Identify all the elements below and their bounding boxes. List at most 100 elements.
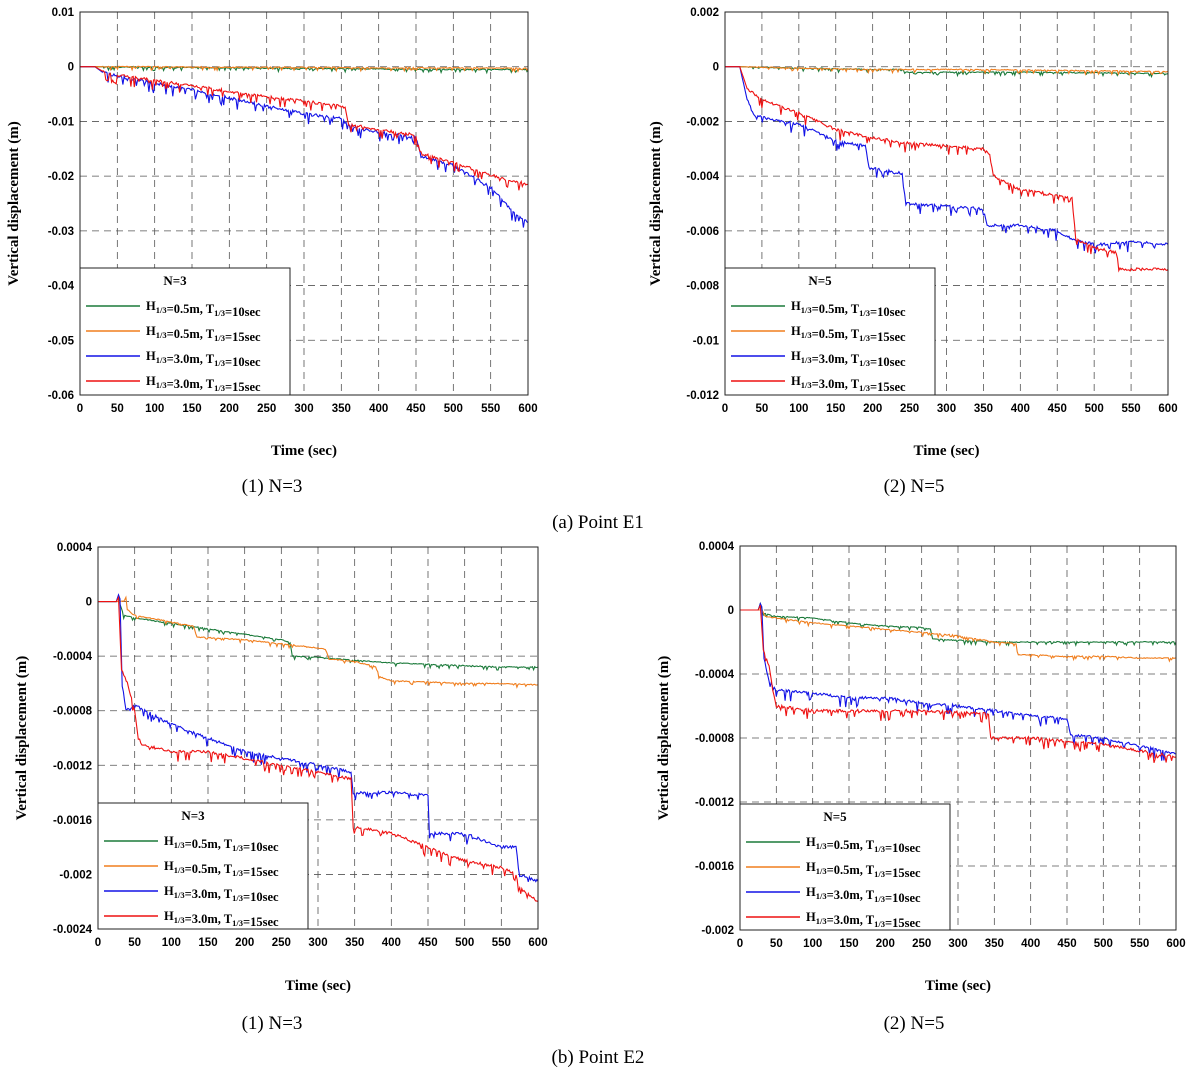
x-tick-label: 600	[1158, 403, 1177, 415]
y-tick-label: -0.01	[693, 335, 720, 347]
legend: N=3 H1/3=0.5m, T1/3=10sec H1/3=0.5m, T1/3=…	[79, 267, 291, 396]
x-tick-label: 50	[756, 403, 769, 415]
y-tick-label: -0.0012	[53, 760, 92, 772]
legend-entry: H1/3=3.0m, T1/3=10sec	[146, 349, 261, 369]
grid	[740, 546, 1176, 930]
x-tick-label: 100	[803, 938, 822, 950]
y-tick-label: 0	[713, 62, 719, 74]
x-tick-label: 550	[1121, 403, 1140, 415]
x-tick-label: 50	[770, 938, 783, 950]
series-line-4	[725, 66, 1169, 273]
legend-entry: H1/3=3.0m, T1/3=15sec	[806, 910, 921, 930]
x-tick-label: 350	[345, 937, 364, 949]
y-tick-label: 0.002	[690, 7, 719, 19]
y-tick-label: -0.0016	[53, 815, 92, 827]
plot-frame	[97, 546, 539, 930]
x-tick-label: 350	[985, 938, 1004, 950]
series-line-2	[725, 65, 1169, 77]
x-tick-label: 450	[418, 937, 437, 949]
series-line-4	[740, 604, 1176, 763]
chart-a2: 0 50 100 150 200 250 300 350 400 450 500 550 600 0.00…	[648, 7, 1178, 459]
panel-a1-caption: (1) N=3	[242, 476, 303, 497]
y-tick-label: 0	[728, 605, 734, 617]
x-axis-label: Time (sec)	[271, 443, 337, 459]
x-tick-label: 550	[1130, 938, 1149, 950]
y-axis-label: Vertical displacement (m)	[648, 121, 664, 285]
chart-b2: 0 50 100 150 200 250 300 350 400 450 500 550 600 0.00…	[656, 541, 1186, 994]
legend-title: N=5	[823, 809, 847, 824]
y-tick-label: -0.06	[48, 390, 74, 402]
y-tick-label: -0.05	[48, 335, 75, 347]
series-line-3	[80, 66, 529, 228]
series-line-3	[740, 602, 1177, 761]
group-b-caption: (b) Point E2	[552, 1047, 645, 1068]
legend-entry: H1/3=3.0m, T1/3=10sec	[164, 884, 279, 904]
legend-title: N=3	[181, 808, 205, 823]
y-tick-label: -0.0004	[53, 651, 93, 663]
x-tick-label: 550	[481, 403, 500, 415]
series-line-1	[80, 65, 529, 75]
x-tick-label: 250	[272, 937, 291, 949]
x-tick-label: 50	[128, 937, 141, 949]
x-tick-label: 0	[77, 403, 83, 415]
x-tick-label: 400	[1011, 403, 1030, 415]
x-tick-label: 500	[455, 937, 474, 949]
x-tick-label: 200	[235, 937, 254, 949]
panel-b1-caption: (1) N=3	[242, 1013, 303, 1034]
chart-b1: 0 50 100 150 200 250 300 350 400 450 500 550 600 0.00…	[14, 542, 548, 994]
series-line-4	[98, 595, 539, 903]
y-tick-label: 0.0004	[57, 542, 93, 554]
x-tick-label: 500	[1085, 403, 1104, 415]
x-tick-label: 450	[406, 403, 425, 415]
y-tick-label: 0	[68, 62, 74, 74]
y-tick-label: -0.0008	[695, 733, 735, 745]
series-line-1	[98, 594, 539, 672]
x-tick-label: 50	[111, 403, 124, 415]
x-tick-label: 200	[876, 938, 895, 950]
legend-entry: H1/3=3.0m, T1/3=15sec	[791, 374, 906, 394]
y-tick-label: -0.012	[686, 390, 719, 402]
x-tick-label: 450	[1048, 403, 1067, 415]
x-axis-label: Time (sec)	[285, 978, 351, 994]
x-tick-label: 500	[1094, 938, 1113, 950]
x-tick-label: 250	[900, 403, 919, 415]
y-tick-label: -0.008	[686, 281, 719, 293]
x-tick-label: 250	[257, 403, 276, 415]
y-tick-label: -0.03	[48, 226, 74, 238]
legend-entry: H1/3=3.0m, T1/3=10sec	[791, 349, 906, 369]
legend-entry: H1/3=3.0m, T1/3=15sec	[146, 374, 261, 394]
x-tick-label: 200	[220, 403, 239, 415]
group-a-caption: (a) Point E1	[552, 512, 644, 533]
legend-title: N=3	[163, 273, 187, 288]
legend-entry: H1/3=0.5m, T1/3=15sec	[164, 859, 279, 879]
legend: N=5 H1/3=0.5m, T1/3=10sec H1/3=0.5m, T1/3=…	[739, 803, 951, 931]
plot-frame	[739, 545, 1177, 931]
y-tick-label: -0.04	[48, 281, 75, 293]
legend-entry: H1/3=0.5m, T1/3=10sec	[806, 835, 921, 855]
y-tick-label: -0.0008	[53, 706, 93, 718]
series-line-2	[98, 595, 539, 689]
y-axis-label: Vertical displacement (m)	[656, 656, 672, 820]
legend: N=5 H1/3=0.5m, T1/3=10sec H1/3=0.5m, T1/3=…	[724, 267, 936, 396]
x-tick-label: 550	[492, 937, 511, 949]
legend-entry: H1/3=3.0m, T1/3=10sec	[806, 885, 921, 905]
x-axis-label: Time (sec)	[925, 978, 991, 994]
y-tick-label: -0.0016	[695, 861, 734, 873]
y-axis-label: Vertical displacement (m)	[14, 656, 30, 820]
panel-b2-caption: (2) N=5	[884, 1013, 945, 1034]
legend-entry: H1/3=0.5m, T1/3=10sec	[146, 299, 261, 319]
y-axis-label: Vertical displacement (m)	[6, 121, 22, 285]
x-tick-label: 400	[369, 403, 388, 415]
x-tick-label: 150	[198, 937, 217, 949]
x-tick-label: 300	[948, 938, 967, 950]
y-tick-label: -0.02	[48, 171, 74, 183]
y-tick-label: -0.006	[686, 226, 719, 238]
x-tick-label: 400	[1021, 938, 1040, 950]
x-tick-label: 350	[332, 403, 351, 415]
y-tick-label: -0.0012	[695, 797, 734, 809]
series-line-2	[740, 609, 1177, 663]
y-tick-label: -0.01	[48, 116, 75, 128]
x-tick-label: 100	[162, 937, 181, 949]
x-tick-label: 450	[1057, 938, 1076, 950]
